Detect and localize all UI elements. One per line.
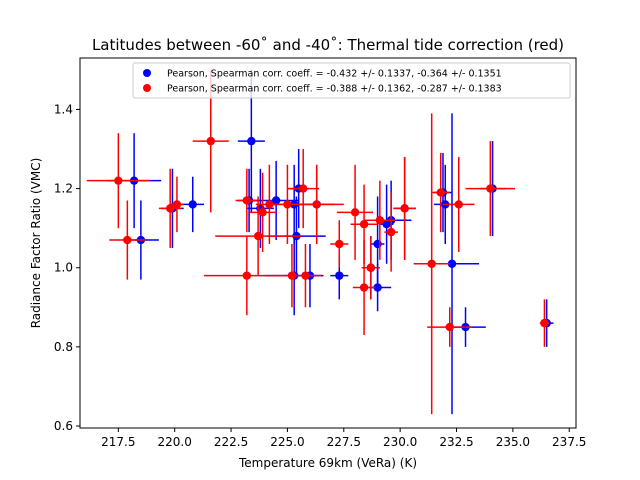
x-axis-label: Temperature 69km (VeRa) (K) <box>238 456 417 470</box>
data-point <box>206 136 215 146</box>
data-point <box>265 200 274 209</box>
data-point <box>436 188 445 197</box>
data-point <box>247 136 256 146</box>
data-point <box>486 184 495 193</box>
data-point <box>359 283 369 292</box>
x-axis: 217.5 220.0 222.5 225.0 227.5 230.0 232.5 235.0… <box>101 428 586 449</box>
x-tick-label: 227.5 <box>327 435 361 449</box>
data-point <box>165 204 175 213</box>
legend-entry-blue: Pearson, Spearman corr. coeff. = -0.432 … <box>167 69 502 80</box>
data-point <box>283 200 292 209</box>
legend-marker-blue <box>143 69 151 77</box>
y-tick-label: 1.0 <box>54 261 73 275</box>
y-tick-label: 1.2 <box>54 182 73 196</box>
series-1 <box>86 69 549 415</box>
plot-frame <box>79 57 577 429</box>
data-point <box>123 235 132 245</box>
data-point <box>271 196 281 205</box>
data-point <box>445 322 454 332</box>
data-point <box>312 200 321 209</box>
data-point <box>242 196 252 205</box>
data-point <box>188 200 197 209</box>
data-point <box>540 318 549 328</box>
y-axis-label: Radiance Factor Ratio (VMC) <box>29 158 43 329</box>
x-tick-label: 232.5 <box>439 435 473 449</box>
data-point <box>386 227 396 237</box>
data-point <box>299 184 308 193</box>
data-point <box>359 220 369 229</box>
data-point <box>447 259 457 268</box>
data-point <box>253 231 263 241</box>
x-tick-label: 225.0 <box>270 435 304 449</box>
legend-marker-red <box>143 84 151 92</box>
data-point <box>375 216 385 225</box>
y-axis: 0.6 0.8 1.0 1.2 1.4 <box>54 102 80 433</box>
x-tick-label: 235.0 <box>496 435 530 449</box>
data-point <box>335 271 344 280</box>
data-point <box>454 200 463 209</box>
data-point <box>114 176 123 185</box>
y-tick-label: 0.8 <box>54 340 73 354</box>
x-tick-label: 217.5 <box>101 435 135 449</box>
data-point <box>400 204 409 213</box>
x-tick-label: 237.5 <box>552 435 586 449</box>
x-tick-label: 220.0 <box>158 435 192 449</box>
data-point <box>366 263 376 272</box>
y-tick-label: 1.4 <box>54 102 73 116</box>
data-point <box>427 259 436 268</box>
series-0 <box>107 69 554 415</box>
data-point <box>258 208 267 217</box>
x-tick-label: 222.5 <box>214 435 248 449</box>
legend-entry-red: Pearson, Spearman corr. coeff. = -0.388 … <box>167 84 502 95</box>
chart-title: Latitudes between -60˚ and -40˚: Thermal… <box>92 36 564 54</box>
data-point <box>172 200 182 209</box>
data-point <box>242 271 252 280</box>
data-point <box>301 271 310 280</box>
legend: Pearson, Spearman corr. coeff. = -0.432 … <box>132 62 571 99</box>
data-point <box>350 208 360 217</box>
plot-area <box>86 69 554 415</box>
x-tick-label: 230.0 <box>383 435 417 449</box>
y-tick-label: 0.6 <box>54 419 73 433</box>
data-point <box>335 239 344 249</box>
legend-box <box>132 62 571 99</box>
data-point <box>373 283 382 292</box>
